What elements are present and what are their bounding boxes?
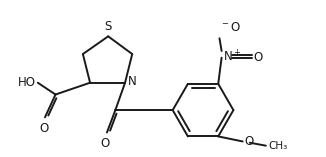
Text: CH₃: CH₃ [269, 141, 288, 151]
Text: O: O [100, 137, 110, 150]
Text: HO: HO [18, 76, 36, 89]
Text: O: O [39, 122, 49, 135]
Text: S: S [105, 20, 112, 33]
Text: $\mathregular{N^+}$: $\mathregular{N^+}$ [223, 49, 242, 65]
Text: $\mathregular{^-}$O: $\mathregular{^-}$O [220, 21, 242, 34]
Text: O: O [244, 135, 253, 148]
Text: N: N [128, 75, 137, 88]
Text: O: O [254, 51, 263, 64]
